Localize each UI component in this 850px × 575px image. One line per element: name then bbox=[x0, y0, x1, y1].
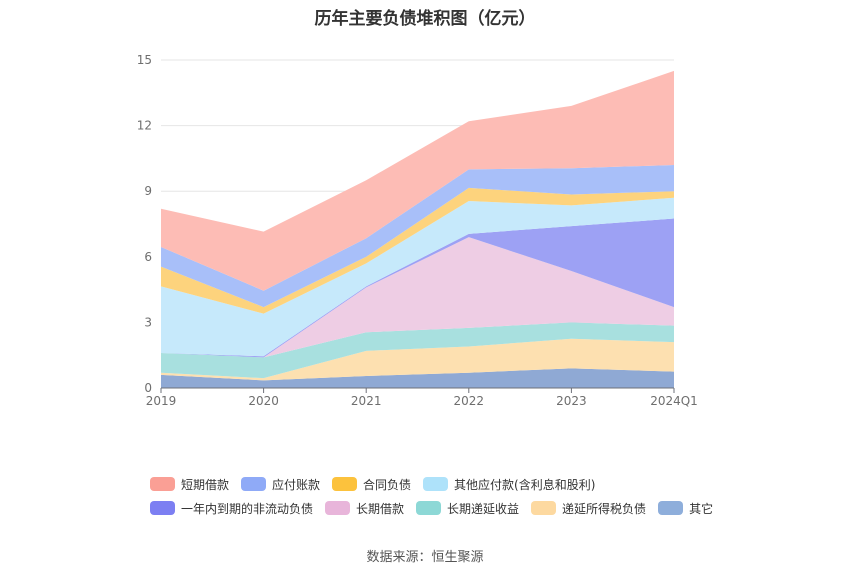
legend-swatch bbox=[150, 501, 175, 515]
legend-swatch bbox=[241, 477, 267, 491]
chart-title: 历年主要负债堆积图（亿元） bbox=[314, 9, 536, 29]
y-tick-label: 12 bbox=[137, 119, 152, 133]
legend-label: 一年内到期的非流动负债 bbox=[181, 501, 314, 516]
y-tick-label: 9 bbox=[144, 184, 152, 198]
area-series bbox=[161, 338, 674, 381]
stacked-area-chart: 0 3 6 9 12 15 2019 2020 2021 2022 2023 2024Q1 bbox=[137, 53, 698, 408]
legend-row: 一年内到期的非流动负债 长期借款 长期递延收益 递延所得税负债 其它 bbox=[150, 496, 750, 520]
area-series bbox=[161, 197, 674, 357]
legend-label: 长期借款 bbox=[356, 501, 405, 516]
y-tick-label: 3 bbox=[144, 315, 152, 329]
area-series bbox=[161, 322, 674, 379]
area-series bbox=[161, 187, 674, 314]
legend-item[interactable]: 合同负债 bbox=[332, 476, 411, 493]
x-tick-label: 2024Q1 bbox=[650, 394, 698, 408]
x-tick-label: 2019 bbox=[146, 394, 177, 408]
legend-item[interactable]: 其它 bbox=[658, 500, 713, 517]
legend-swatch bbox=[150, 477, 175, 491]
axis-layer: 0 3 6 9 12 15 2019 2020 2021 2022 2023 2024Q1 bbox=[137, 53, 698, 408]
legend-swatch bbox=[332, 477, 358, 491]
legend-row: 短期借款 应付账款 合同负债 其他应付款(含利息和股利) bbox=[150, 472, 750, 496]
legend-label: 应付账款 bbox=[272, 477, 321, 492]
area-series bbox=[161, 368, 674, 388]
legend: 短期借款 应付账款 合同负债 其他应付款(含利息和股利) 一年内到期的非流动负债 长期借… bbox=[150, 472, 750, 520]
area-series bbox=[161, 164, 674, 308]
area-layer bbox=[161, 70, 674, 388]
legend-item[interactable]: 其他应付款(含利息和股利) bbox=[423, 476, 595, 493]
y-tick-label: 0 bbox=[144, 381, 152, 395]
legend-label: 其他应付款(含利息和股利) bbox=[454, 477, 596, 492]
legend-swatch bbox=[423, 477, 449, 491]
y-tick-label: 6 bbox=[144, 250, 152, 264]
legend-item[interactable]: 递延所得税负债 bbox=[531, 500, 646, 517]
legend-item[interactable]: 长期递延收益 bbox=[416, 500, 519, 517]
x-tick-label: 2023 bbox=[556, 394, 587, 408]
legend-swatch bbox=[658, 501, 684, 515]
legend-swatch bbox=[416, 501, 442, 515]
legend-item[interactable]: 应付账款 bbox=[241, 476, 320, 493]
area-series bbox=[161, 237, 674, 358]
legend-item[interactable]: 短期借款 bbox=[150, 476, 229, 493]
y-tick-label: 15 bbox=[137, 53, 152, 67]
legend-label: 其它 bbox=[689, 501, 714, 516]
area-series bbox=[161, 218, 674, 358]
area-series bbox=[161, 70, 674, 291]
legend-label: 合同负债 bbox=[363, 477, 412, 492]
legend-item[interactable]: 一年内到期的非流动负债 bbox=[150, 500, 313, 517]
legend-swatch bbox=[325, 501, 351, 515]
legend-swatch bbox=[531, 501, 557, 515]
legend-label: 长期递延收益 bbox=[447, 501, 520, 516]
legend-label: 短期借款 bbox=[181, 477, 230, 492]
legend-label: 递延所得税负债 bbox=[562, 501, 647, 516]
data-source-note: 数据来源：恒生聚源 bbox=[366, 550, 484, 565]
x-tick-label: 2020 bbox=[248, 394, 279, 408]
x-tick-label: 2022 bbox=[454, 394, 485, 408]
x-tick-label: 2021 bbox=[351, 394, 382, 408]
legend-item[interactable]: 长期借款 bbox=[325, 500, 404, 517]
